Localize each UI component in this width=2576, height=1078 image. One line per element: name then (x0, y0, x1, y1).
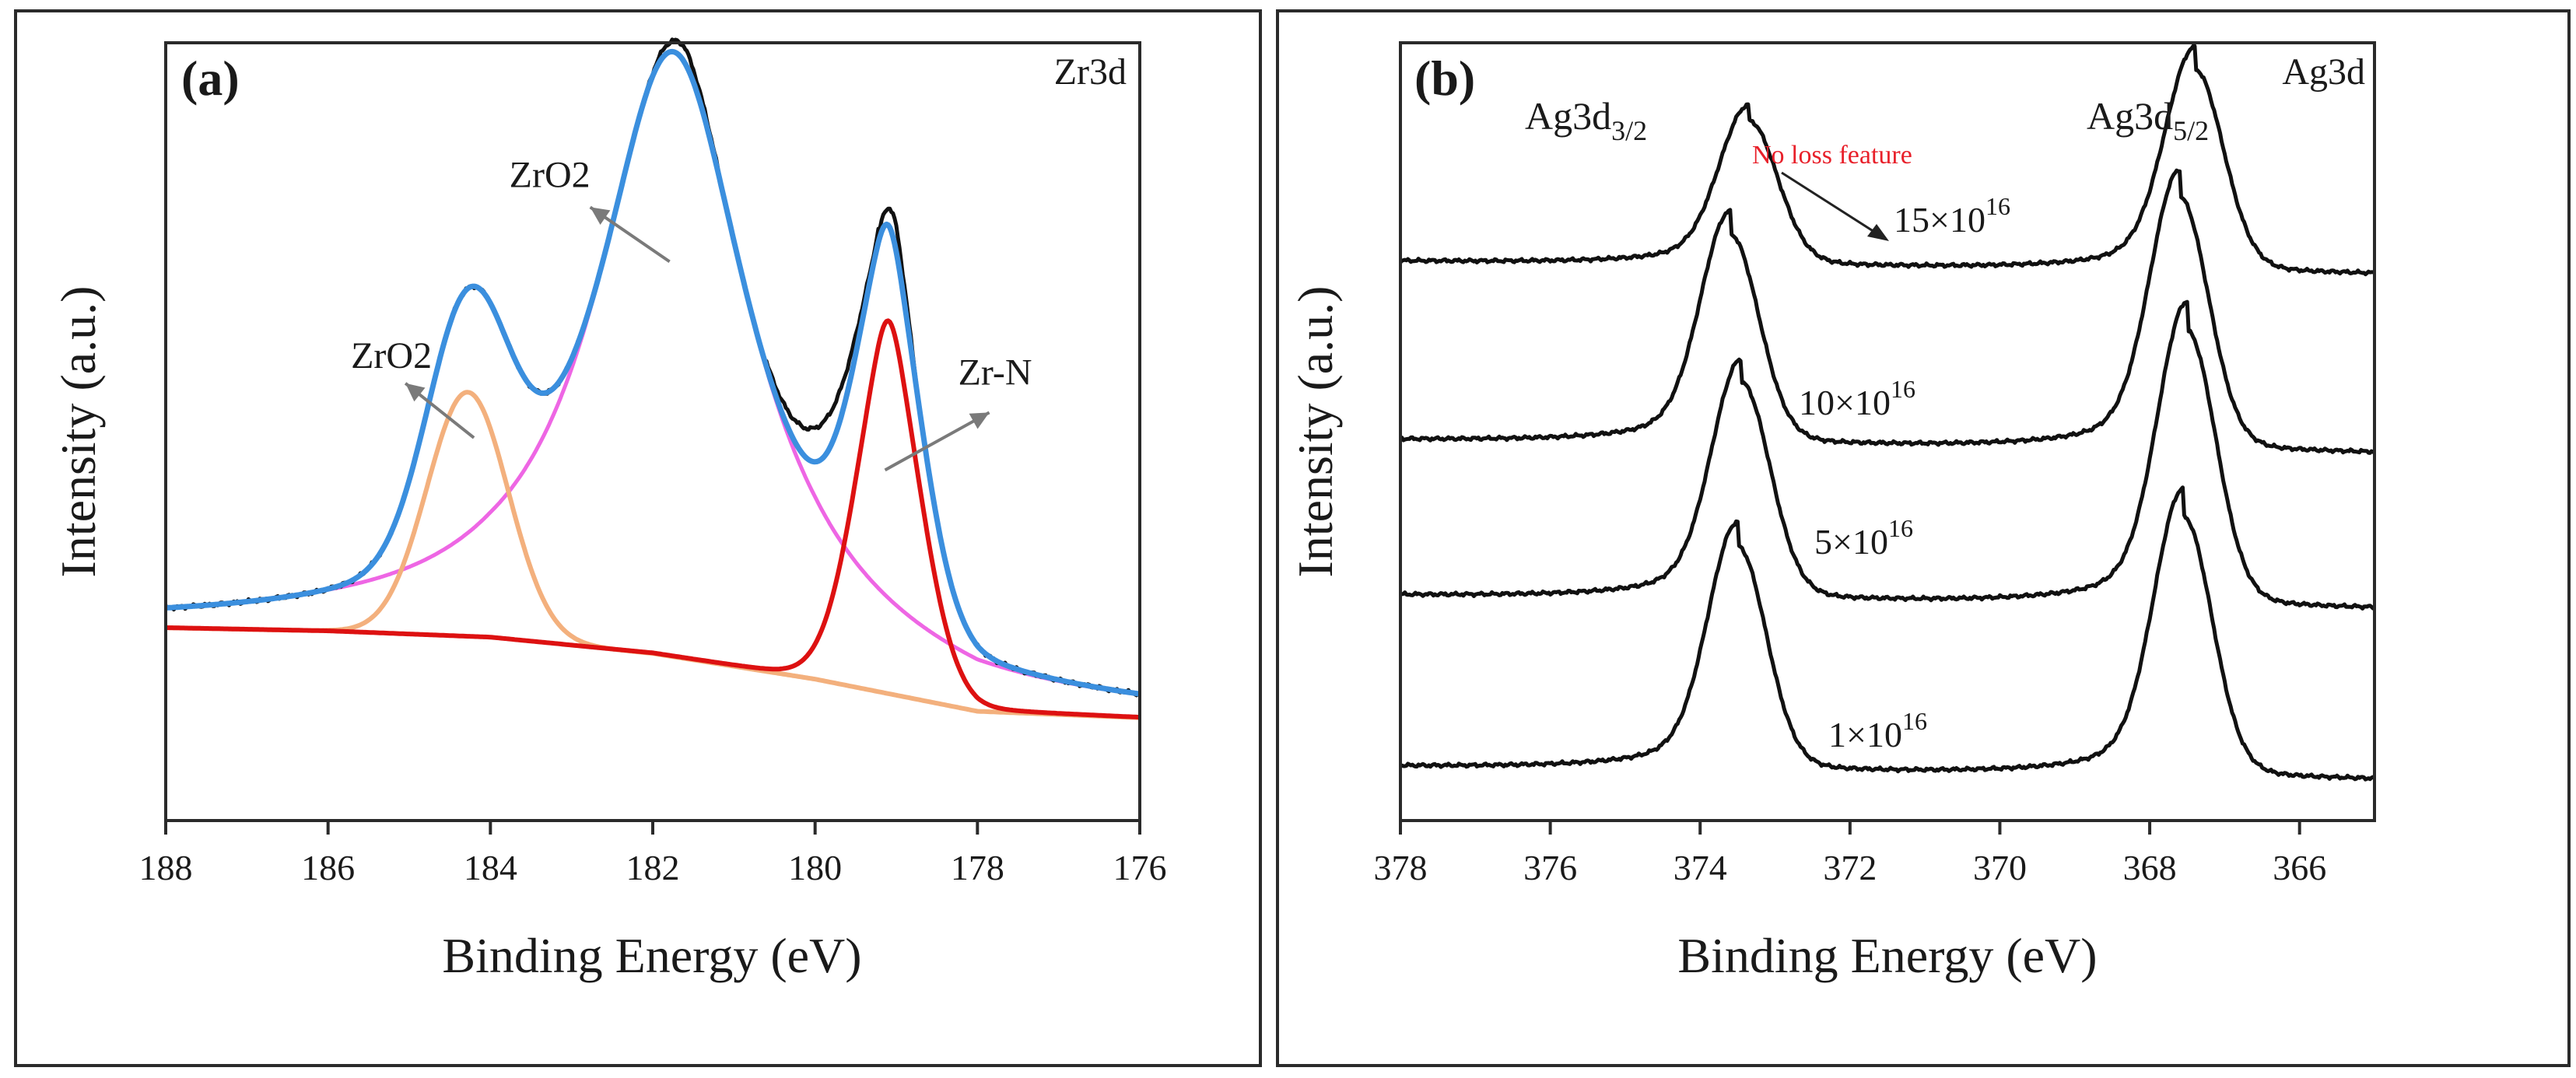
panel-a-tick-label: 180 (788, 848, 842, 887)
panel-a-x-ticks: 188 186 184 182 180 178 176 (139, 821, 1167, 887)
panel-a-tick-label: 176 (1113, 848, 1167, 887)
spectrum-line-3 (1400, 168, 2376, 455)
zro2-main-label: ZrO2 (510, 154, 591, 195)
peak-label-subscript: 5/2 (2173, 115, 2209, 146)
dose-label-base: 5×10 (1814, 522, 1888, 562)
panel-b-tick-label: 376 (1523, 848, 1577, 887)
panel-b-x-axis-title: Binding Energy (eV) (1677, 928, 2097, 983)
panel-a-y-axis-title: Intensity (a.u.) (51, 286, 106, 578)
panel-a-annotations: ZrO2 ZrO2 Zr-N (351, 154, 1032, 472)
dose-label-exponent: 16 (1902, 707, 1927, 735)
spectrum-line-2 (1400, 299, 2376, 611)
panel-a-curves (164, 37, 1141, 720)
panel-b-curves (1399, 44, 2376, 782)
dose-label-base: 1×10 (1828, 715, 1902, 754)
dose-label-exponent: 16 (1985, 192, 2010, 220)
peak-label-base: Ag3d (2087, 94, 2173, 138)
dose-label-4: 15×1016 (1894, 192, 2010, 240)
panel-a-tick-label: 188 (139, 848, 193, 887)
zr-n-arrow (884, 411, 990, 472)
zro2-side-peak-line (165, 390, 1141, 720)
dose-label-base: 10×10 (1799, 383, 1891, 422)
no-loss-feature-label: No loss feature (1752, 141, 1912, 170)
dose-label-1: 1×1016 (1828, 707, 1927, 754)
panel-a: 188 186 184 182 180 178 176 (a) Zr3d Binding E… (14, 9, 1262, 1067)
panel-b-tick-label: 366 (2273, 848, 2326, 887)
panel-a-tick-label: 178 (951, 848, 1004, 887)
dose-label-base: 15×10 (1894, 200, 1985, 240)
panel-a-x-axis-title: Binding Energy (eV) (442, 928, 861, 983)
dose-label-exponent: 16 (1888, 514, 1913, 542)
zro2-side-arrow-head (405, 383, 426, 402)
panel-b-plot-frame (1399, 41, 2376, 822)
no-loss-feature-arrowhead (1867, 224, 1889, 241)
zro2-side-label: ZrO2 (351, 335, 432, 376)
panel-b: 378 376 374 372 370 368 366 (b) Ag3d Binding E… (1276, 9, 2571, 1067)
panel-b-tag: (b) (1414, 51, 1475, 106)
fitted-envelope-line (164, 48, 1141, 697)
dose-label-2: 5×1016 (1814, 514, 1913, 562)
zr-n-arrow-head (969, 412, 990, 429)
zro2-main-arrow-head (590, 207, 611, 225)
panel-b-tick-label: 370 (1973, 848, 2027, 887)
spectrum-line-1 (1399, 485, 2375, 782)
spectrum-line-4 (1399, 44, 2375, 277)
panel-a-tick-label: 184 (464, 848, 517, 887)
panel-a-corner-label: Zr3d (1054, 51, 1127, 93)
zr-n-peak-line (165, 318, 1141, 720)
peak-label-subscript: 3/2 (1611, 115, 1647, 146)
peak-label-5-2: Ag3d5/2 (2087, 94, 2209, 146)
dose-label-exponent: 16 (1891, 375, 1915, 403)
panel-b-tick-label: 378 (1374, 848, 1428, 887)
panel-a-tick-label: 182 (626, 848, 680, 887)
panel-a-tick-label: 186 (301, 848, 355, 887)
panel-a-outer-border (14, 9, 1262, 1067)
dose-label-3: 10×1016 (1799, 375, 1915, 422)
panel-a-tag: (a) (181, 51, 240, 106)
peak-label-3-2: Ag3d3/2 (1525, 94, 1647, 146)
peak-label-base: Ag3d (1525, 94, 1611, 138)
panel-b-x-ticks: 378 376 374 372 370 368 366 (1374, 821, 2326, 887)
panel-b-annotations: Ag3d3/2 Ag3d5/2No loss feature1×10165×101… (1525, 94, 2209, 754)
panel-a-plot-frame (164, 41, 1141, 822)
zr-n-label: Zr-N (959, 352, 1032, 393)
no-loss-feature-arrow (1781, 171, 1884, 239)
panel-b-tick-label: 368 (2123, 848, 2177, 887)
panel-b-outer-border (1276, 9, 2571, 1067)
panel-b-tick-label: 372 (1823, 848, 1877, 887)
panel-b-corner-label: Ag3d (2282, 51, 2365, 93)
panel-b-tick-label: 374 (1674, 848, 1727, 887)
panel-b-y-axis-title: Intensity (a.u.) (1288, 286, 1343, 578)
